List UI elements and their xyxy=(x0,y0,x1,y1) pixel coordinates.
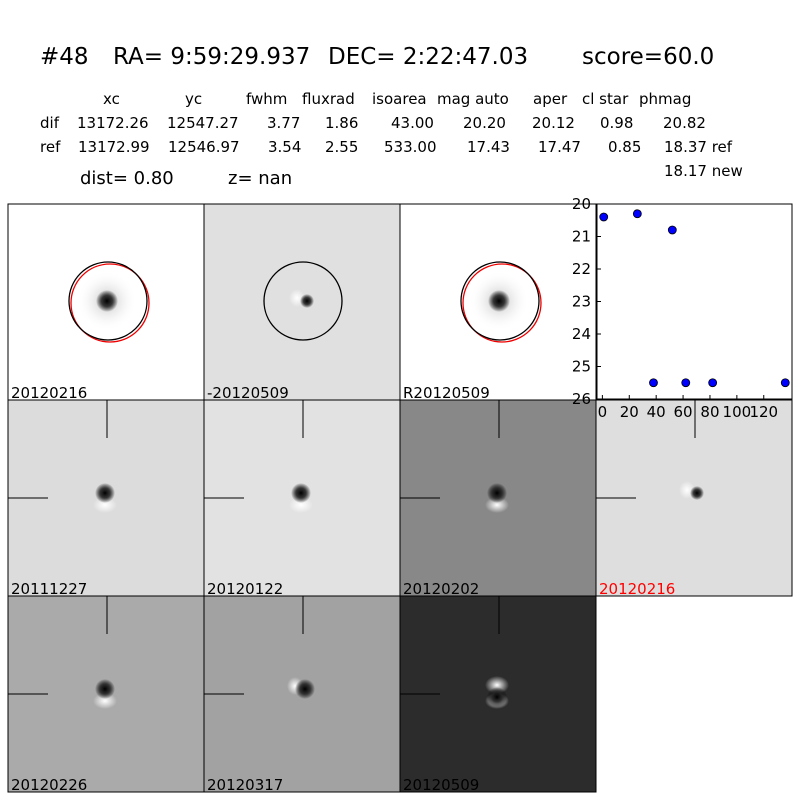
image-panel: R20120509 xyxy=(399,203,597,402)
dist: dist= 0.80 xyxy=(80,168,174,189)
panel-label: 20111227 xyxy=(11,580,87,598)
y-tick-label: 20 xyxy=(572,195,591,213)
column-header: phmag xyxy=(639,90,691,108)
source xyxy=(295,679,315,699)
cell: 3.77 xyxy=(267,114,300,132)
column-header: fwhm xyxy=(246,90,287,108)
point xyxy=(599,212,609,222)
cell: 1.86 xyxy=(325,114,358,132)
column-header: yc xyxy=(185,90,202,108)
aperture xyxy=(68,261,148,341)
cell: 20.20 xyxy=(463,114,506,132)
cell: 12546.97 xyxy=(168,138,240,156)
aperture-red xyxy=(462,263,542,343)
point xyxy=(667,225,677,235)
image-panel: 20111227 xyxy=(7,399,205,598)
source xyxy=(95,679,115,699)
column-header: cl star xyxy=(582,90,629,108)
y-tick-label: 23 xyxy=(572,293,591,311)
source xyxy=(95,483,115,503)
cell: 43.00 xyxy=(391,114,434,132)
panel-label: R20120509 xyxy=(403,384,490,402)
header: #48 RA= 9:59:29.937 DEC= 2:22:47.03 score=6… xyxy=(40,44,743,189)
x-tick-label: 0 xyxy=(598,403,608,421)
source xyxy=(487,483,507,503)
y-tick-label: 22 xyxy=(572,260,591,278)
point xyxy=(681,378,691,388)
source xyxy=(96,290,118,312)
x-tick-label: 40 xyxy=(647,403,666,421)
point xyxy=(649,378,658,388)
panel-label: 20120226 xyxy=(11,776,87,794)
cell: 18.37 ref xyxy=(664,138,733,156)
row-label: ref xyxy=(40,138,61,156)
cell: 3.54 xyxy=(268,138,301,156)
x-tick-label: 100 xyxy=(723,403,752,421)
y-tick-label: 24 xyxy=(572,325,591,343)
aperture-red xyxy=(70,263,150,343)
x-tick-label: 20 xyxy=(620,403,639,421)
aperture xyxy=(460,261,540,341)
title-part: DEC= 2:22:47.03 xyxy=(328,44,528,70)
cell: 13172.99 xyxy=(78,138,150,156)
source xyxy=(690,486,704,500)
panel-label: 20120509 xyxy=(403,776,479,794)
note: 18.17 new xyxy=(664,162,743,180)
title-part: score=60.0 xyxy=(582,44,714,70)
column-header: isoarea xyxy=(372,90,427,108)
source xyxy=(488,290,510,312)
image-panel: 20120509 xyxy=(399,595,597,794)
image-panel: 20120226 xyxy=(7,595,205,794)
point xyxy=(780,378,790,388)
image-panel: 20120216 xyxy=(595,399,793,598)
y-tick-label: 25 xyxy=(572,358,591,376)
cell: 2.55 xyxy=(325,138,358,156)
column-header: fluxrad xyxy=(302,90,355,108)
point xyxy=(708,378,718,388)
cell: 17.43 xyxy=(467,138,510,156)
cell: 533.00 xyxy=(384,138,437,156)
title-part: RA= 9:59:29.937 xyxy=(113,44,310,70)
source xyxy=(487,687,507,707)
panel-label: 20120216 xyxy=(11,384,87,402)
source xyxy=(291,483,311,503)
z: z= nan xyxy=(228,168,292,189)
image-panel: 20120202 xyxy=(399,399,597,598)
image-panel: -20120509 xyxy=(203,203,401,402)
cell: 17.47 xyxy=(538,138,581,156)
panel-label: 20120122 xyxy=(207,580,283,598)
point xyxy=(632,209,642,219)
cell: 12547.27 xyxy=(167,114,239,132)
panel-label: 20120216 xyxy=(599,580,675,598)
cell: 0.98 xyxy=(600,114,633,132)
panel-label: 20120202 xyxy=(403,580,479,598)
x-tick-label: 120 xyxy=(749,403,778,421)
panel-label: 20120317 xyxy=(207,776,283,794)
x-tick-label: 60 xyxy=(674,403,693,421)
column-header: xc xyxy=(103,90,120,108)
column-header: aper xyxy=(533,90,568,108)
title-part: #48 xyxy=(40,44,89,70)
aperture xyxy=(263,261,343,341)
panel-label: -20120509 xyxy=(207,384,289,402)
plot-area xyxy=(596,203,793,400)
cell: 13172.26 xyxy=(77,114,149,132)
image-panel: 20120317 xyxy=(203,595,401,794)
cell: 20.12 xyxy=(532,114,575,132)
cell: 0.85 xyxy=(608,138,641,156)
image-panel: 20120122 xyxy=(203,399,401,598)
x-tick-label: 80 xyxy=(700,403,719,421)
cell: 20.82 xyxy=(663,114,706,132)
y-tick-label: 21 xyxy=(572,228,591,246)
y-tick-label: 26 xyxy=(572,390,591,408)
source xyxy=(300,294,314,308)
image-panel: 20120216 xyxy=(7,203,205,402)
row-label: dif xyxy=(40,114,60,132)
column-header: mag auto xyxy=(437,90,509,108)
